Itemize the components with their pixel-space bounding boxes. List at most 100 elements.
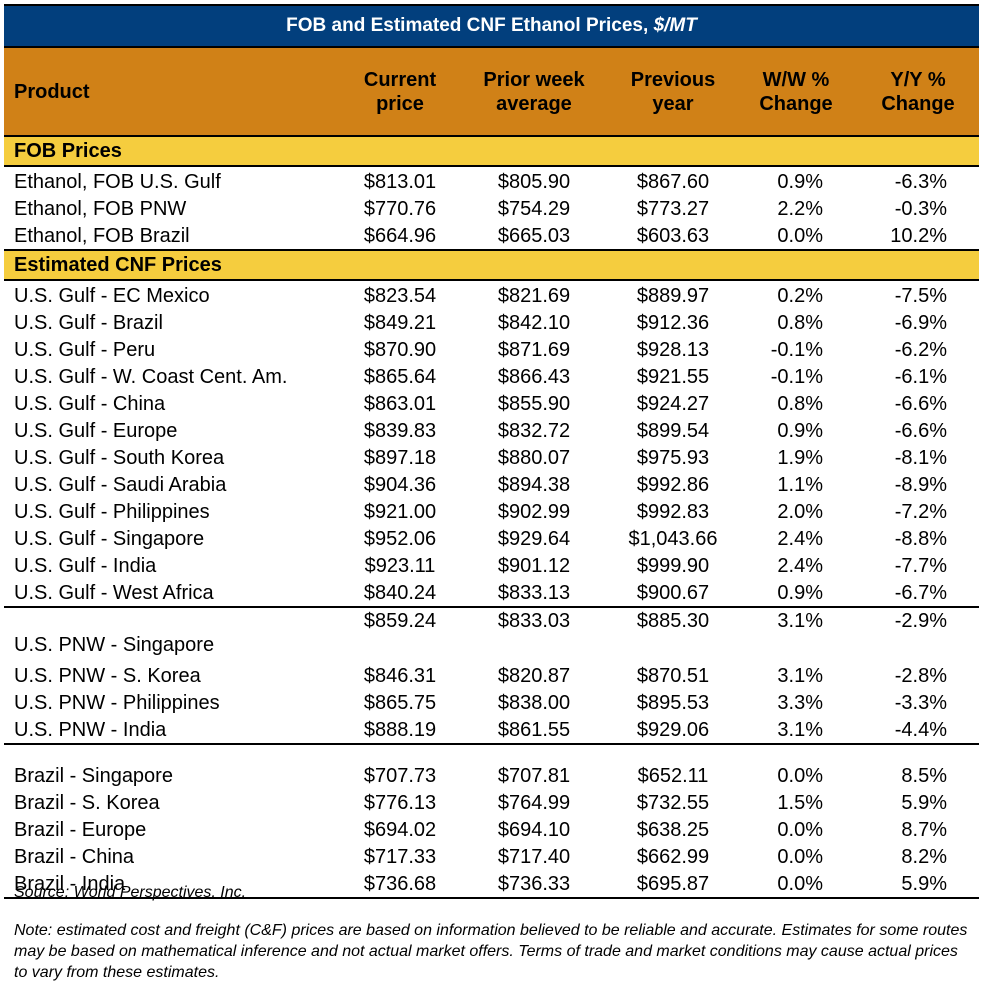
column-header-previous-year: Previous year [630,68,716,115]
cell-ww-change: 0.0% [777,873,823,895]
cell-previous-year: $638.25 [636,819,710,841]
cell-current-price: $849.21 [363,312,437,334]
cell-prior-week-average: $821.69 [497,285,571,307]
table-row: U.S. PNW - Philippines $865.75 $838.00 $895… [4,689,979,716]
cell-current-price: $897.18 [363,447,437,469]
cell-prior-week-average: $717.40 [497,846,571,868]
cell-product: U.S. Gulf - South Korea [14,447,225,469]
cell-product: U.S. PNW - S. Korea [14,665,201,687]
cell-previous-year: $1,043.66 [628,528,718,550]
cell-yy-change: -7.7% [894,555,947,577]
cell-prior-week-average: $929.64 [497,528,571,550]
cell-ww-change: 2.2% [777,198,823,220]
cell-ww-change: 0.0% [777,819,823,841]
cell-yy-change: 8.2% [901,846,947,868]
cell-previous-year: $652.11 [637,765,709,787]
cell-yy-change: -4.4% [894,719,947,741]
cell-ww-change: 0.8% [777,393,823,415]
cell-ww-change: 2.4% [777,528,823,550]
cell-prior-week-average: $764.99 [497,792,571,814]
table-bottom-rule [4,897,979,899]
cell-current-price: $921.00 [363,501,437,523]
cell-product: U.S. Gulf - China [14,393,166,415]
cell-product: U.S. PNW - India [14,719,167,741]
cell-previous-year: $662.99 [636,846,710,868]
cell-product: U.S. Gulf - EC Mexico [14,285,210,307]
cell-product: Ethanol, FOB PNW [14,198,187,220]
cell-current-price: $888.19 [363,719,437,741]
cell-yy-change: -2.8% [894,665,947,687]
cell-previous-year: $992.83 [636,501,710,523]
gulf-rows: U.S. Gulf - EC Mexico $823.54 $821.69 $889.… [4,281,979,606]
cell-product: Ethanol, FOB U.S. Gulf [14,171,221,193]
cell-prior-week-average: $866.43 [497,366,571,388]
disclaimer-note: Note: estimated cost and freight (C&F) p… [14,922,968,981]
cell-ww-change: 0.0% [777,846,823,868]
cell-yy-change: -7.2% [894,501,947,523]
table-row: U.S. PNW - S. Korea $846.31 $820.87 $870.51… [4,662,979,689]
table-row: U.S. Gulf - India $923.11 $901.12 $999.90 2.… [4,552,979,579]
cell-yy-change: -0.3% [894,198,947,220]
cell-product: Brazil - Europe [14,819,147,841]
cell-ww-change: 0.9% [777,171,823,193]
cell-ww-change: 0.0% [777,765,823,787]
cell-prior-week-average: $880.07 [497,447,571,469]
cell-current-price: $870.90 [363,339,437,361]
cell-previous-year: $921.55 [636,366,710,388]
cell-product: U.S. PNW - Singapore [14,634,215,656]
cell-current-price: $865.75 [363,692,437,714]
cell-product: U.S. Gulf - India [14,555,157,577]
cell-previous-year: $929.06 [636,719,710,741]
cell-current-price: $846.31 [363,665,437,687]
table-row: U.S. Gulf - EC Mexico $823.54 $821.69 $889.… [4,282,979,309]
fob-rows: Ethanol, FOB U.S. Gulf $813.01 $805.90 $867… [4,167,979,249]
cell-ww-change: 0.9% [777,582,823,604]
cell-current-price: $823.54 [363,285,437,307]
cell-previous-year: $603.63 [636,225,710,247]
cell-ww-change: -0.1% [770,366,823,388]
cell-current-price: $839.83 [363,420,437,442]
table-row: Brazil - India $736.68 $736.33 $695.87 0.0% 5… [4,870,979,897]
cell-product: U.S. Gulf - Brazil [14,312,163,334]
cell-current-price: $717.33 [363,846,437,868]
cell-prior-week-average: $855.90 [497,393,571,415]
cell-prior-week-average: $754.29 [497,198,571,220]
spacer-row [4,745,979,762]
cell-previous-year: $928.13 [636,339,710,361]
column-header-ww-change: W/W % Change [759,68,833,115]
cell-product: U.S. Gulf - Saudi Arabia [14,474,227,496]
table-row: U.S. Gulf - South Korea $897.18 $880.07 $97… [4,444,979,471]
table-row: Brazil - Singapore $707.73 $707.81 $652.11 0… [4,762,979,789]
table-row: U.S. Gulf - Saudi Arabia $904.36 $894.38 $9… [4,471,979,498]
brazil-rows: Brazil - Singapore $707.73 $707.81 $652.11 0… [4,743,979,897]
cell-yy-change: 8.5% [901,765,947,787]
cell-current-price: $859.24 [363,610,437,632]
table-row: U.S. Gulf - Peru $870.90 $871.69 $928.13 -0.… [4,336,979,363]
section-header-fob: FOB Prices [4,137,979,167]
cell-yy-change: -6.6% [894,393,947,415]
table-row: U.S. Gulf - Philippines $921.00 $902.99 $99… [4,498,979,525]
cell-previous-year: $773.27 [636,198,710,220]
cell-prior-week-average: $805.90 [497,171,571,193]
cell-product: Brazil - China [14,846,135,868]
cell-previous-year: $895.53 [636,692,710,714]
cell-current-price: $664.96 [363,225,437,247]
column-header-row: Product Current price Prior week average P… [4,48,979,137]
cell-prior-week-average: $707.81 [497,765,571,787]
table-row: Ethanol, FOB Brazil $664.96 $665.03 $603.63… [4,222,979,249]
cell-ww-change: 2.4% [777,555,823,577]
cell-yy-change: -8.9% [894,474,947,496]
cell-prior-week-average: $902.99 [497,501,571,523]
cell-product: Brazil - S. Korea [14,792,160,814]
table-row: U.S. Gulf - W. Coast Cent. Am. $865.64 $86… [4,363,979,390]
cell-previous-year: $870.51 [636,665,710,687]
cell-prior-week-average: $901.12 [497,555,571,577]
cell-prior-week-average: $665.03 [497,225,571,247]
cell-previous-year: $732.55 [636,792,710,814]
cell-yy-change: -2.9% [894,610,947,632]
cell-product: Ethanol, FOB Brazil [14,225,190,247]
cell-current-price: $707.73 [363,765,437,787]
cell-prior-week-average: $871.69 [497,339,571,361]
cell-previous-year: $695.87 [636,873,710,895]
cell-yy-change: -3.3% [894,692,947,714]
